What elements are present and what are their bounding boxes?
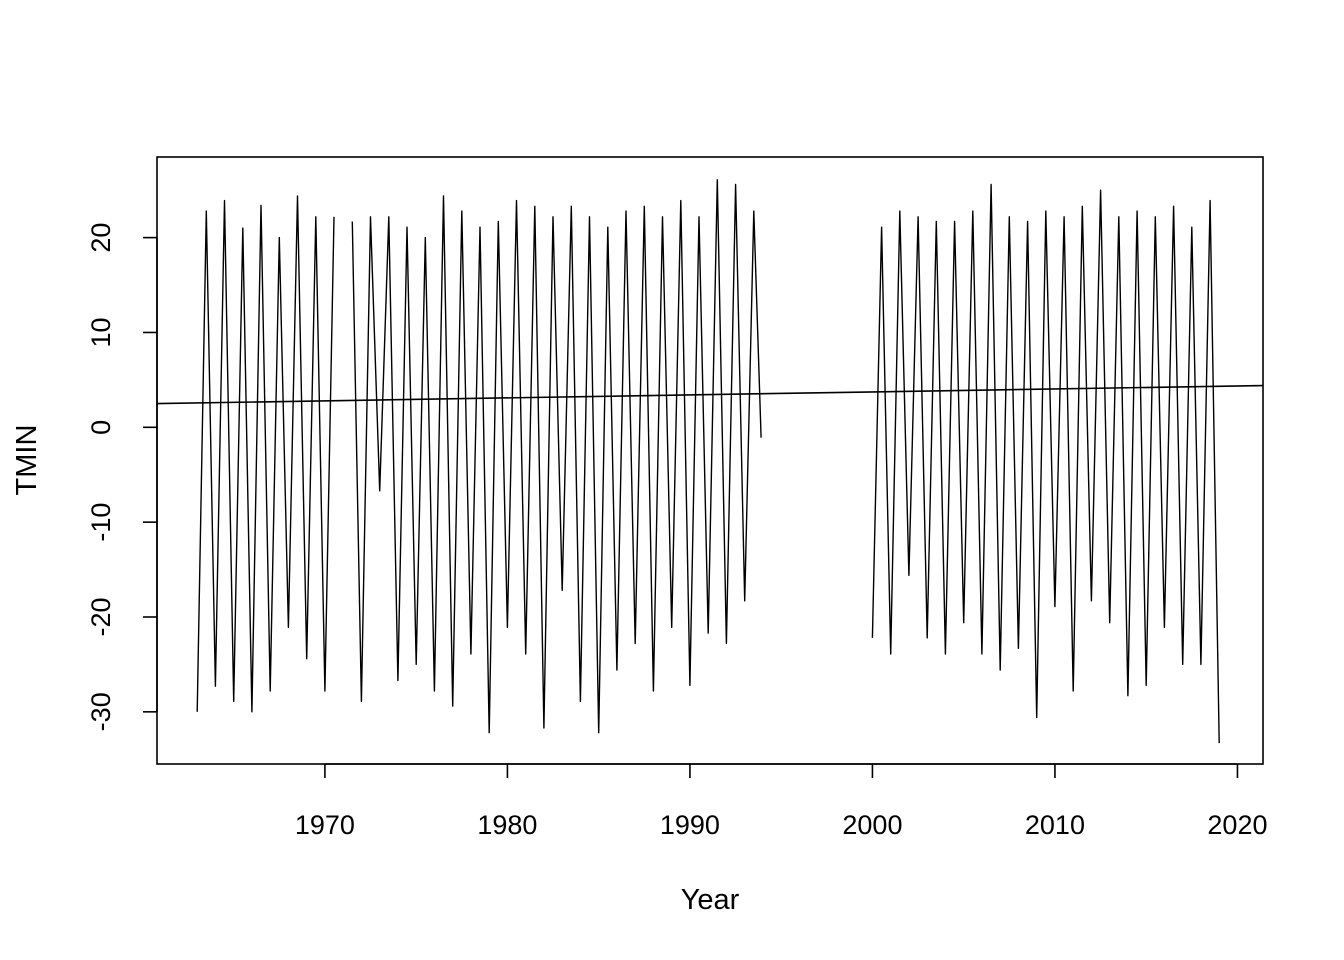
y-tick-label: -10 — [86, 503, 116, 542]
y-tick-label: -20 — [86, 597, 116, 636]
y-tick-label: 0 — [86, 420, 116, 435]
y-tick-label: -30 — [86, 692, 116, 731]
series-line-segment — [871, 183, 1220, 744]
x-axis-label: Year — [681, 884, 740, 916]
y-axis: -30 -20 -10 0 10 20 — [86, 223, 158, 731]
plot-box — [156, 156, 1264, 765]
y-tick-label: 20 — [86, 223, 116, 253]
series-line-segment — [351, 179, 762, 734]
x-tick-label: 2010 — [1025, 810, 1085, 840]
trend-layer — [156, 384, 1264, 405]
x-tick-label: 1980 — [477, 810, 537, 840]
x-axis: 1970 1980 1990 2000 2010 2020 — [295, 763, 1267, 840]
series-line-segment — [196, 195, 335, 713]
series-layer — [196, 179, 1220, 744]
x-tick-label: 2000 — [842, 810, 902, 840]
y-axis-label: TMIN — [11, 425, 43, 496]
x-tick-label: 1990 — [660, 810, 720, 840]
x-tick-label: 1970 — [295, 810, 355, 840]
trend-line — [156, 384, 1264, 405]
y-tick-label: 10 — [86, 317, 116, 347]
x-tick-label: 2020 — [1207, 810, 1267, 840]
